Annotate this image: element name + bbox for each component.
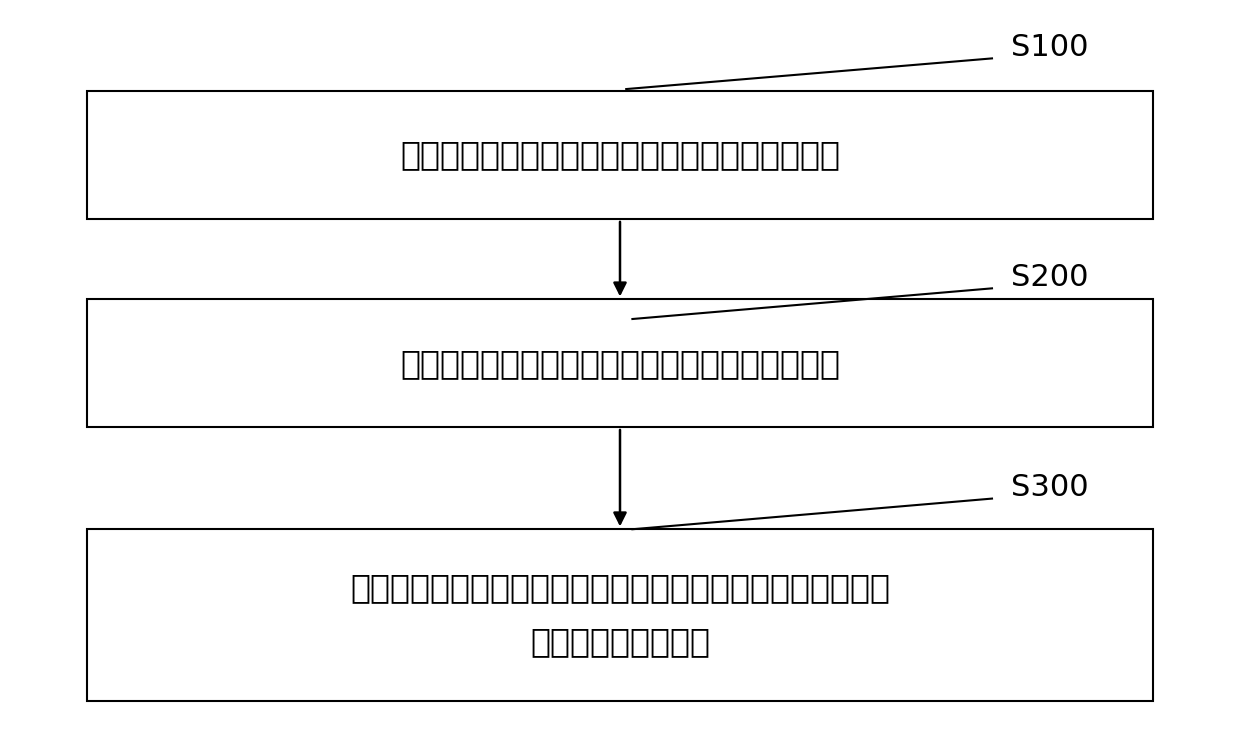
- Bar: [87, 529, 1153, 701]
- Text: S100: S100: [1011, 33, 1089, 62]
- Text: S300: S300: [1011, 473, 1089, 502]
- Bar: [87, 91, 1153, 219]
- Text: 将粗集料和沥青进行搅拌成第一设定粘度的混合料: 将粗集料和沥青进行搅拌成第一设定粘度的混合料: [401, 347, 839, 380]
- Bar: [87, 299, 1153, 427]
- Text: 在第一预设温度条件下，将粗集料和沥青进行搅拌: 在第一预设温度条件下，将粗集料和沥青进行搅拌: [401, 139, 839, 172]
- Text: S200: S200: [1011, 263, 1089, 292]
- Text: 在第一设定粘度的混合料中继续添加细集料进行搅拌，调和成
设定强度目标混合料: 在第一设定粘度的混合料中继续添加细集料进行搅拌，调和成 设定强度目标混合料: [350, 572, 890, 658]
